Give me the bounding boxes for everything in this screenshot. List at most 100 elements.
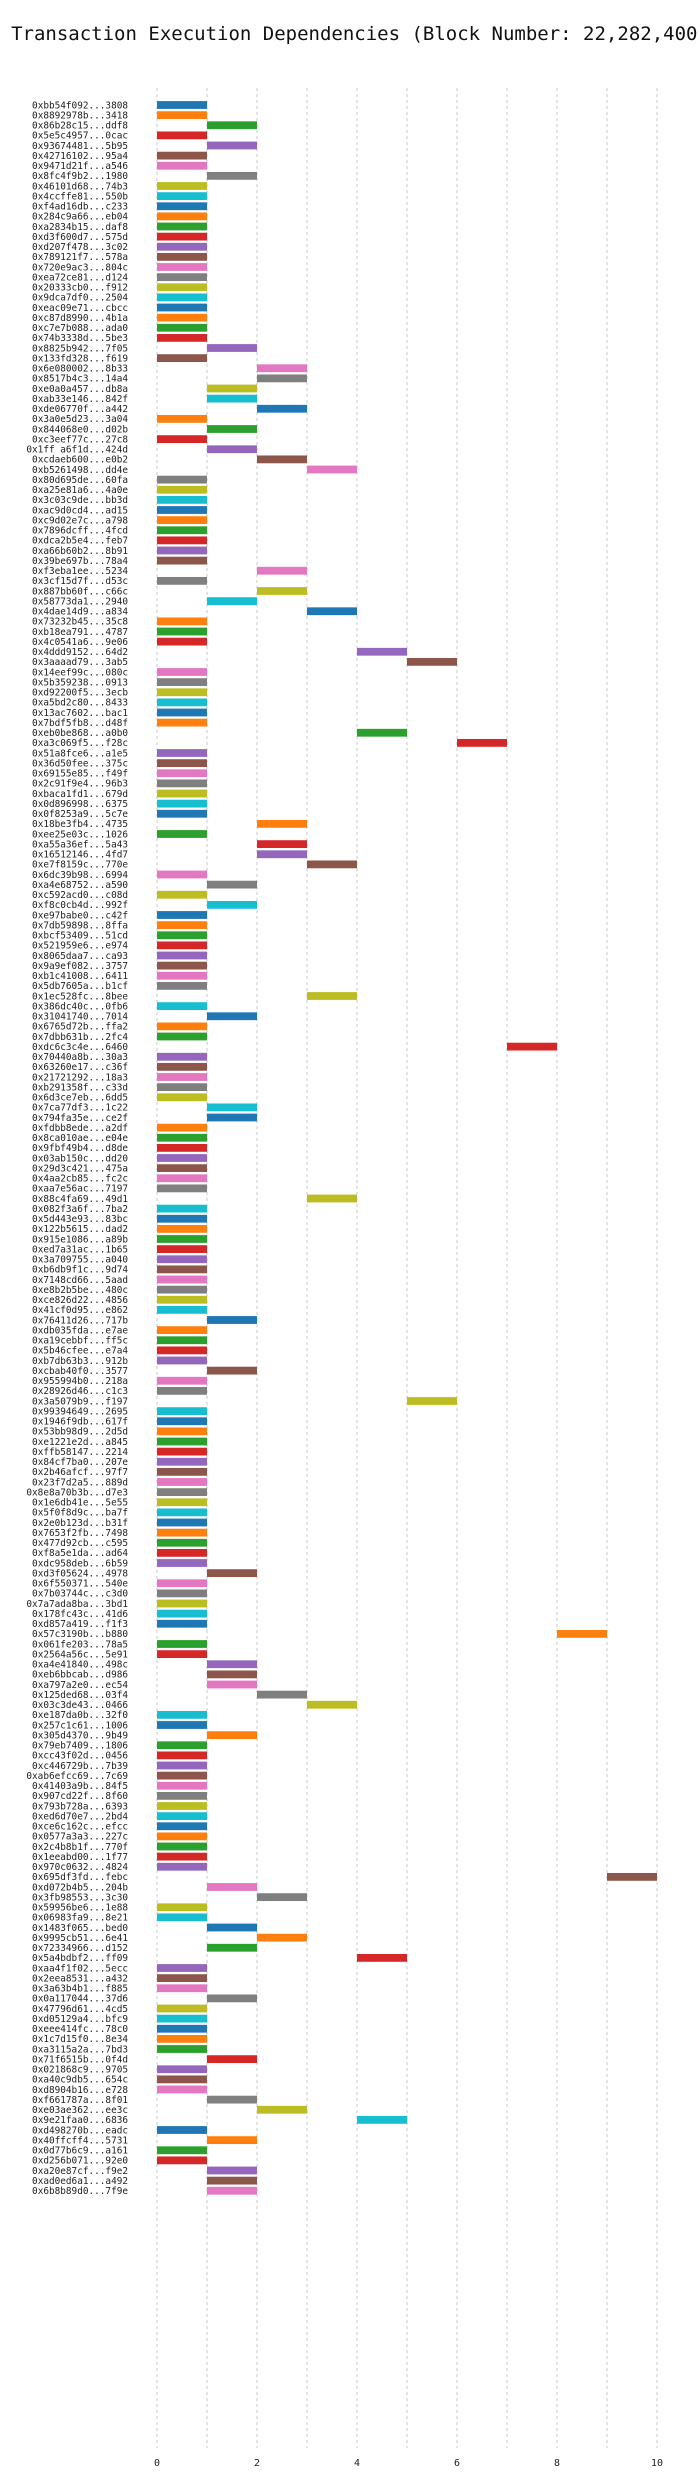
y-tick-label: 0x6e080002...8b33 xyxy=(32,364,128,375)
tx-bar xyxy=(157,890,207,899)
tx-bar xyxy=(207,1012,257,1021)
tx-bar xyxy=(307,992,357,1000)
tx-bar xyxy=(157,1032,207,1041)
y-tick-label: 0x72334966...d152 xyxy=(32,1943,128,1954)
y-tick-label: 0x3a709755...a040 xyxy=(32,1255,128,1266)
y-tick-label: 0xde06770f...a442 xyxy=(32,404,128,415)
tx-bar xyxy=(157,1154,207,1162)
y-tick-label: 0x8e8a70b3b...d7e3 xyxy=(26,1487,128,1498)
y-tick-label: 0x887bb60f...c66c xyxy=(32,586,128,597)
y-tick-label: 0xbcf53409...51cd xyxy=(32,931,128,942)
tx-bar xyxy=(207,344,257,352)
y-tick-label: 0xe7f8159c...770e xyxy=(32,860,128,871)
tx-bar xyxy=(207,2095,257,2104)
tx-bar xyxy=(157,485,207,494)
y-tick-label: 0xbb54f092...3808 xyxy=(32,100,128,111)
tx-bar xyxy=(157,1133,207,1142)
tx-bar xyxy=(157,1721,207,1729)
y-tick-label: 0x70440a8b...30a3 xyxy=(32,1052,128,1063)
tx-bar xyxy=(207,425,257,433)
y-tick-label: 0x6f550371...540e xyxy=(32,1579,128,1590)
tx-bar xyxy=(157,576,207,585)
tx-bar xyxy=(157,1407,207,1416)
tx-bar xyxy=(157,637,207,646)
y-tick-label: 0xd857a419...f1f3 xyxy=(32,1619,128,1630)
tx-bar xyxy=(157,1062,207,1071)
tx-bar xyxy=(157,2045,207,2053)
y-tick-label: 0x74b3338d...5be3 xyxy=(32,333,128,344)
tx-bar xyxy=(157,536,207,545)
y-tick-label: 0x844068e0...d02b xyxy=(32,424,128,435)
tx-bar xyxy=(157,2034,207,2043)
tx-bar xyxy=(307,1194,357,1203)
tx-bar xyxy=(157,1447,207,1456)
tx-bar xyxy=(207,2055,257,2064)
y-tick-label: 0xce6c162c...efcc xyxy=(32,1822,128,1833)
x-tick-label: 6 xyxy=(454,2458,460,2469)
tx-bar xyxy=(257,455,307,464)
y-tick-label: 0x41cf0d95...e862 xyxy=(32,1305,128,1316)
y-tick-label: 0x80d695de...60fa xyxy=(32,475,128,486)
y-tick-label: 0xb18ea791...4787 xyxy=(32,627,128,638)
tx-bar xyxy=(157,799,207,808)
y-tick-label: 0x21721292...18a3 xyxy=(32,1072,128,1083)
y-tick-label: 0xc592acd0...c08d xyxy=(32,890,128,901)
tx-bar xyxy=(157,1123,207,1132)
tx-bar xyxy=(157,546,207,555)
y-tick-label: 0x88c4fa69...49d1 xyxy=(32,1194,128,1205)
tx-bar xyxy=(157,2024,207,2033)
y-tick-label: 0x3a5079b9...f197 xyxy=(32,1396,128,1407)
tx-bar xyxy=(157,1842,207,1851)
y-tick-label: 0x6d3ce7eb...6dd5 xyxy=(32,1093,128,1104)
y-tick-label: 0x40ffcff4...5731 xyxy=(32,2135,128,2146)
tx-bar xyxy=(157,495,207,504)
y-tick-label: 0x6765d72b...ffa2 xyxy=(32,1022,128,1033)
tx-bar xyxy=(157,273,207,282)
tx-bar xyxy=(157,698,207,707)
tx-bar xyxy=(157,354,207,363)
tx-bar xyxy=(157,475,207,484)
grid-lines xyxy=(156,88,658,2448)
y-tick-label: 0x3cf15d7f...d53c xyxy=(32,576,128,587)
y-tick-label: 0xa3c069f5...f28c xyxy=(32,738,128,749)
y-tick-label: 0xc446729b...7b39 xyxy=(32,1761,128,1772)
y-tick-label: 0x8892978b...3418 xyxy=(32,110,128,121)
y-tick-label: 0x720e9ac3...804c xyxy=(32,262,128,273)
y-tick-label: 0xee25e03c...1026 xyxy=(32,829,128,840)
y-tick-label: 0x970c0632...4824 xyxy=(32,1862,128,1873)
y-tick-label: 0x3c03c9de...bb3d xyxy=(32,495,128,506)
tx-bar xyxy=(257,404,307,413)
y-tick-label: 0x7dbb631b...2fc4 xyxy=(32,1032,128,1043)
y-tick-label: 0x7b03744c...c3d0 xyxy=(32,1589,128,1600)
tx-bar xyxy=(157,1245,207,1254)
y-tick-label: 0x021868c9...9705 xyxy=(32,2065,128,2076)
y-tick-label: 0xb7db63b3...912b xyxy=(32,1356,128,1367)
tx-bar xyxy=(157,921,207,930)
y-tick-label: 0x284c9a66...eb04 xyxy=(32,212,128,223)
y-tick-label: 0x13ac7602...bac1 xyxy=(32,708,128,719)
y-tick-label: 0x1946f9db...617f xyxy=(32,1417,128,1428)
y-tick-label: 0x7db59898...8ffa xyxy=(32,920,128,931)
tx-bar xyxy=(157,1579,207,1588)
tx-bar xyxy=(157,1093,207,1102)
x-tick-label: 2 xyxy=(254,2458,260,2469)
y-tick-label: 0x41403a9b...84f5 xyxy=(32,1781,128,1792)
tx-bar xyxy=(157,769,207,778)
tx-bar xyxy=(157,941,207,950)
tx-bar xyxy=(157,1913,207,1922)
tx-bar xyxy=(257,840,307,849)
tx-bar xyxy=(207,1113,257,1122)
y-tick-label: 0x2e0b123d...b31f xyxy=(32,1518,128,1529)
y-tick-label: 0x53bb98d9...2d5d xyxy=(32,1427,128,1438)
y-tick-label: 0x6dc39b98...6994 xyxy=(32,870,128,881)
y-tick-label: 0xed6d70e7...2bd4 xyxy=(32,1811,128,1822)
tx-bar xyxy=(157,1852,207,1861)
y-tick-label: 0x082f3a6f...7ba2 xyxy=(32,1204,128,1215)
x-tick-label: 8 xyxy=(554,2458,560,2469)
y-tick-label: 0x8065daa7...ca93 xyxy=(32,951,128,962)
y-tick-label: 0x7ca77df3...1c22 xyxy=(32,1103,128,1114)
tx-bar xyxy=(157,1376,207,1385)
tx-bar xyxy=(157,323,207,332)
tx-bar xyxy=(157,1984,207,1993)
